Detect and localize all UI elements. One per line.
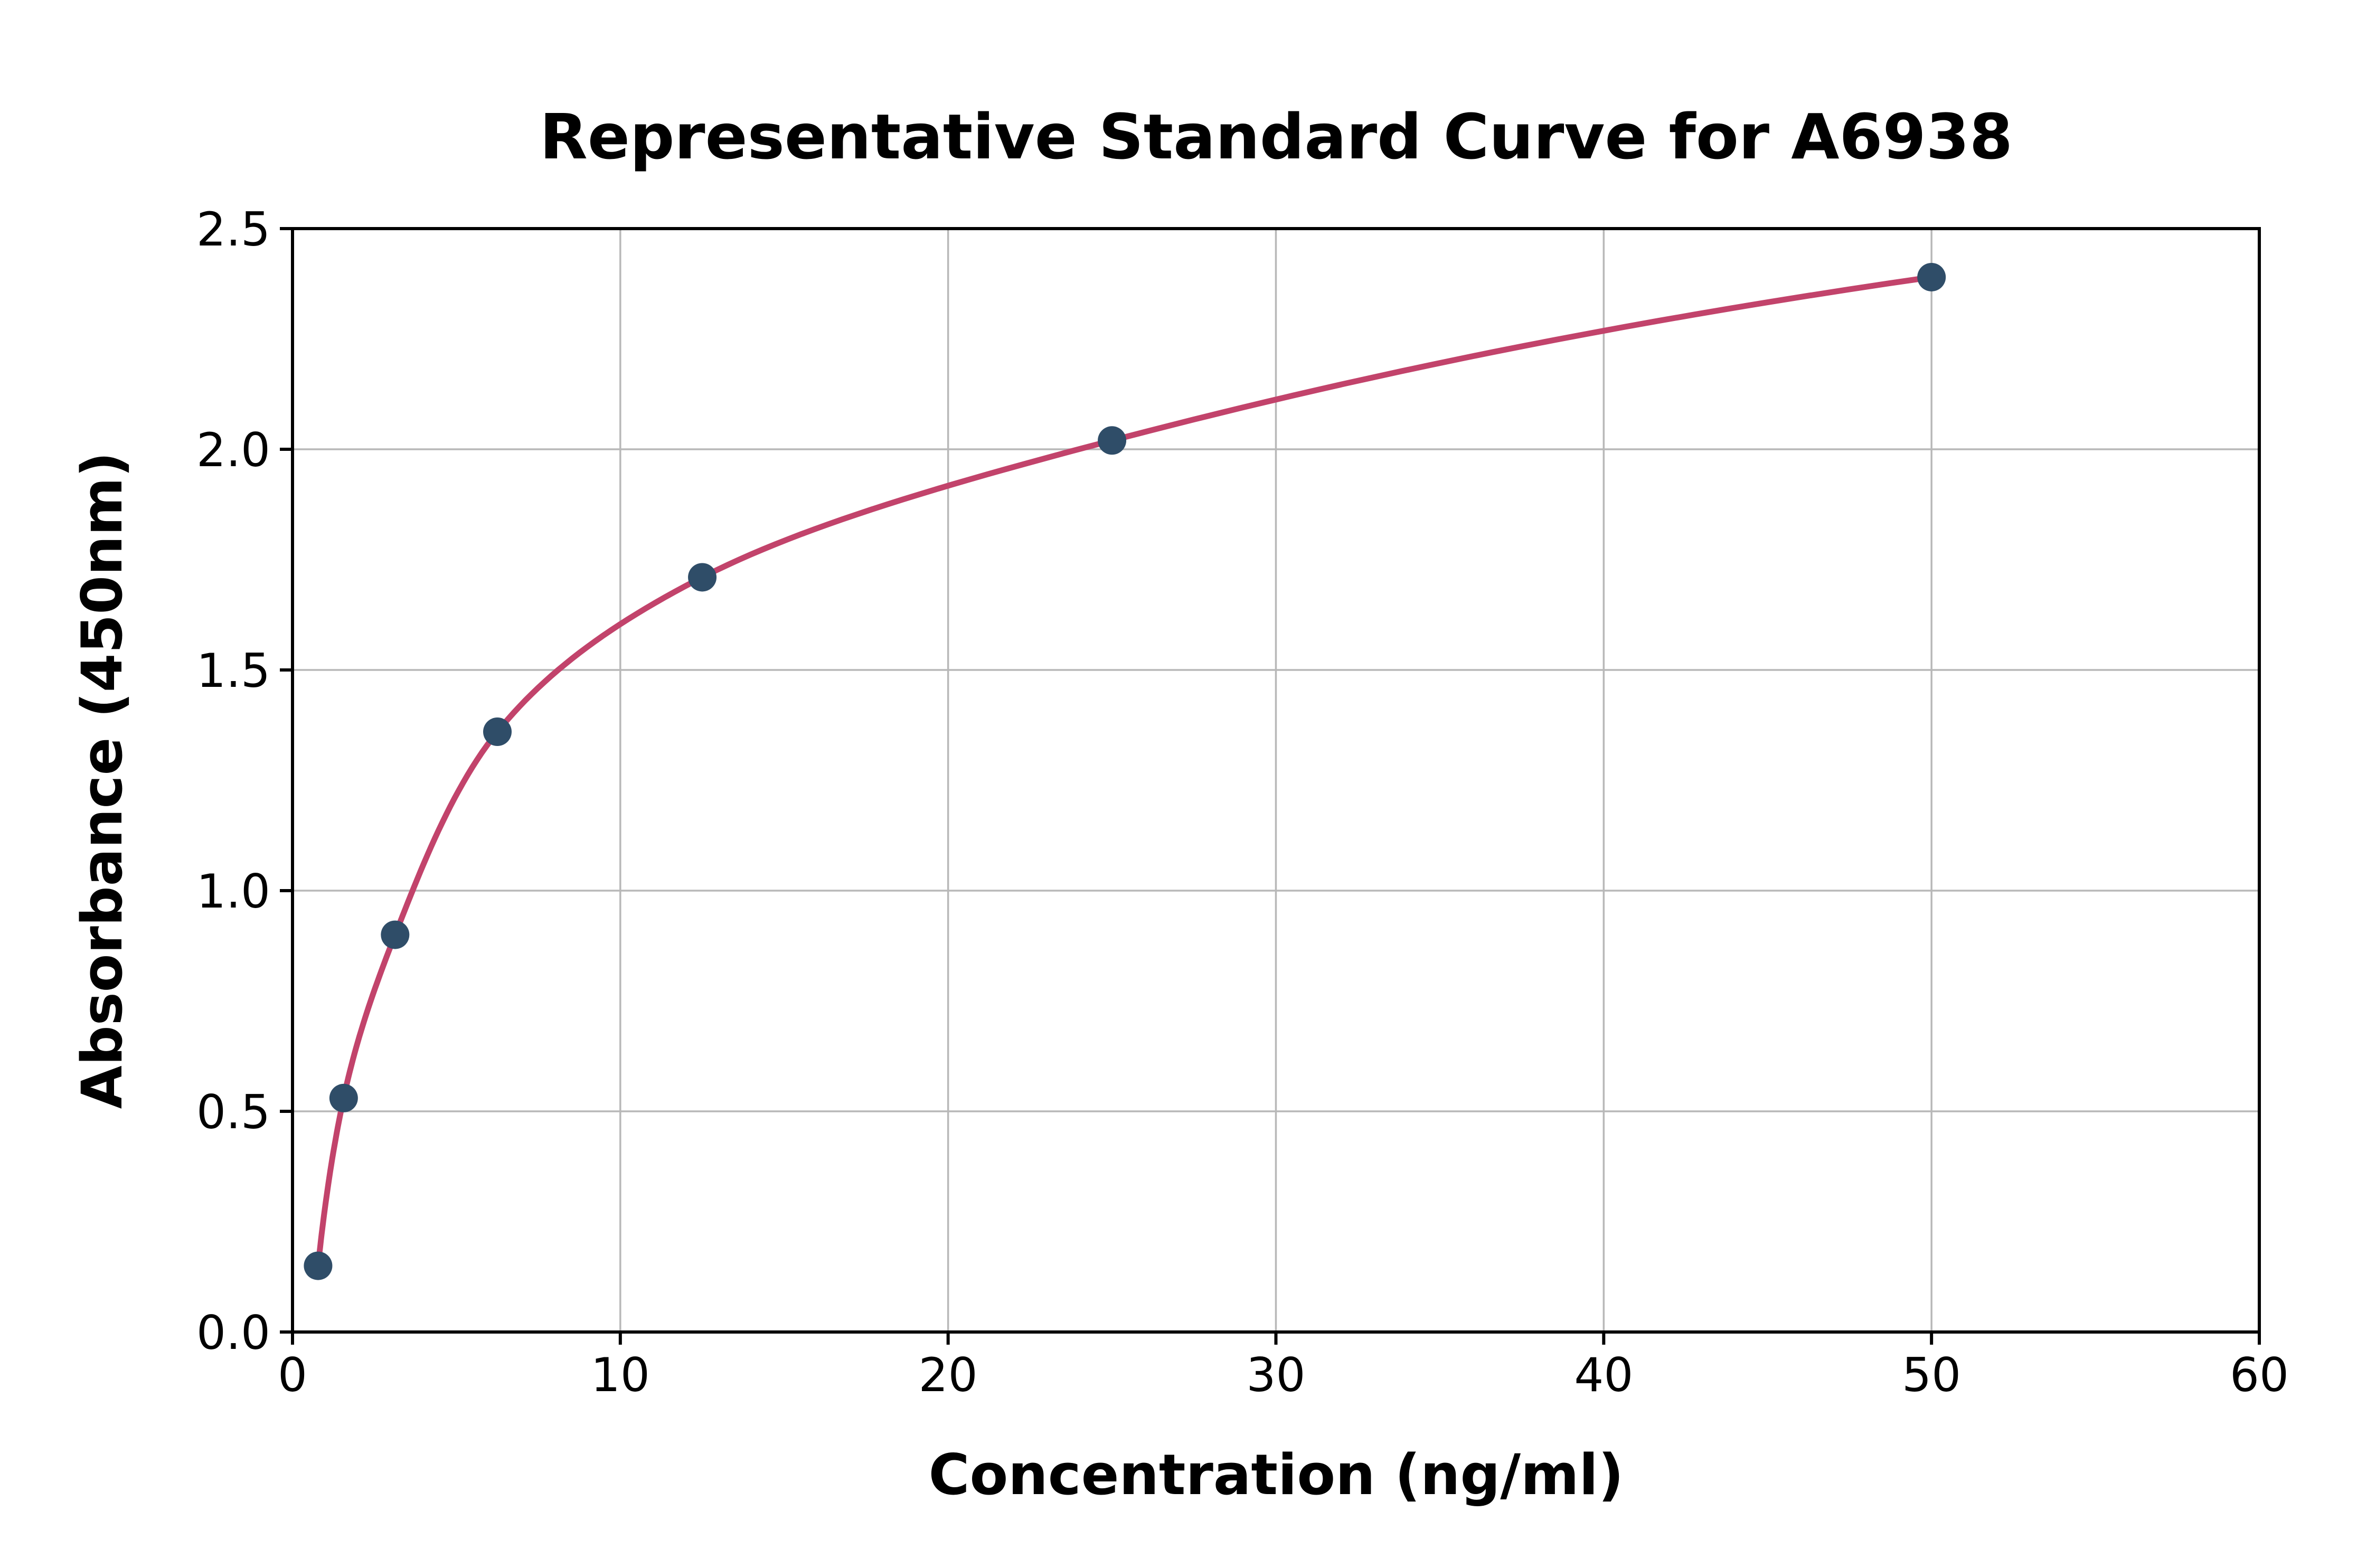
- grid-layer: [291, 228, 2260, 1333]
- data-layer: [304, 262, 1946, 1280]
- x-tick-label: 30: [1247, 1348, 1306, 1402]
- data-point: [1098, 426, 1127, 455]
- data-point: [304, 1251, 333, 1280]
- data-point: [381, 920, 410, 949]
- data-point: [688, 563, 717, 592]
- x-tick-label: 0: [278, 1348, 307, 1402]
- chart-title: Representative Standard Curve for A6938: [540, 100, 2013, 173]
- x-tick-label: 20: [919, 1348, 978, 1402]
- x-axis-label: Concentration (ng/ml): [929, 1442, 1624, 1507]
- data-point: [329, 1083, 358, 1112]
- x-tick-label: 50: [1902, 1348, 1961, 1402]
- y-tick-label: 1.5: [196, 644, 270, 698]
- y-tick-label: 1.0: [196, 864, 270, 919]
- axes-layer: 0 10 20 30 40 50 60 0.0 0.5 1.0 1.5 2.0 2.5: [196, 202, 2289, 1402]
- x-tick-label: 40: [1574, 1348, 1633, 1402]
- x-tick-label: 10: [591, 1348, 650, 1402]
- data-point: [1917, 262, 1946, 291]
- y-tick-label: 0.5: [196, 1085, 270, 1139]
- x-tick-label: 60: [2230, 1348, 2289, 1402]
- fit-curve: [315, 274, 1935, 1269]
- y-tick-label: 0.0: [196, 1306, 270, 1360]
- y-tick-label: 2.5: [196, 202, 270, 257]
- y-axis-label: Absorbance (450nm): [70, 452, 135, 1109]
- y-tick-label: 2.0: [196, 423, 270, 477]
- data-point: [483, 717, 512, 747]
